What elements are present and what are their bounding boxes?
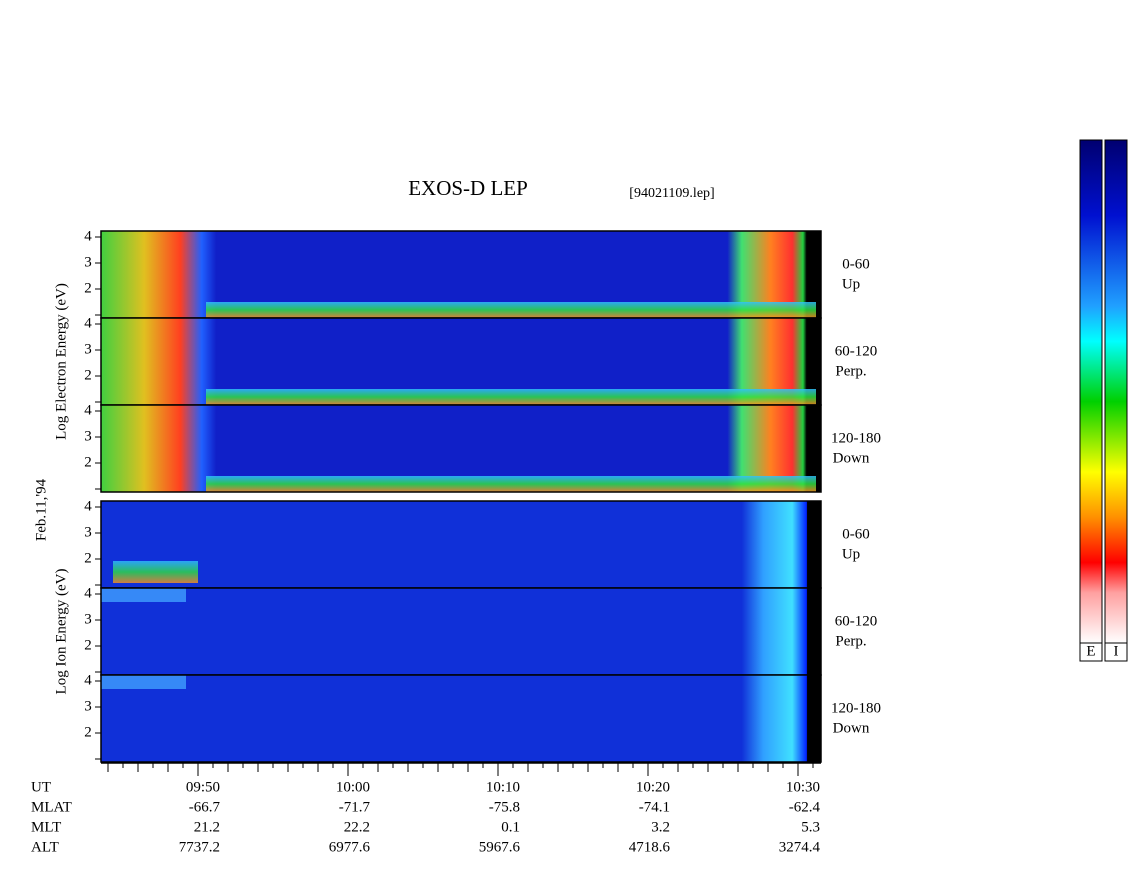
y-tick-label: 3: [84, 611, 92, 627]
row-value: -75.8: [489, 799, 520, 815]
colorbar-label: I: [1114, 643, 1119, 659]
y-tick-label: 3: [84, 698, 92, 714]
row-value: -71.7: [339, 799, 371, 815]
spectrogram-band: [206, 389, 816, 405]
y-tick-label: 3: [84, 341, 92, 357]
row-value: 10:30: [786, 779, 820, 795]
row-value: 22.2: [344, 819, 370, 835]
row-value: -66.7: [189, 799, 221, 815]
date: Feb.11,'94: [33, 478, 49, 541]
panel-range: 120-180: [831, 700, 881, 716]
row-value: 3274.4: [779, 839, 821, 855]
colorbar-label: E: [1086, 643, 1095, 659]
panel-direction: Down: [833, 720, 870, 736]
y-tick-label: 4: [84, 672, 92, 688]
colorbar-label-box: [1104, 642, 1128, 662]
axis-label: Log Ion Energy (eV): [53, 569, 69, 695]
y-tick-label: 2: [84, 280, 92, 296]
row-value: 3.2: [651, 819, 670, 835]
spectrogram: [101, 588, 821, 675]
row-value: -74.1: [639, 799, 670, 815]
spectrogram-band: [206, 302, 816, 318]
panel-direction: Up: [842, 276, 860, 292]
spectrogram-band: [101, 675, 186, 689]
row-label: ALT: [31, 839, 59, 855]
panel-range: 120-180: [831, 430, 881, 446]
y-tick-label: 2: [84, 724, 92, 740]
row-value: 7737.2: [179, 839, 220, 855]
colorbar-label-box: [1079, 642, 1103, 662]
spectrogram-band: [101, 588, 186, 602]
panel-direction: Perp.: [835, 633, 866, 649]
row-value: 10:20: [636, 779, 670, 795]
panel-direction: Perp.: [835, 363, 866, 379]
y-tick-label: 4: [84, 585, 92, 601]
row-value: 0.1: [501, 819, 520, 835]
panel-direction: Down: [833, 450, 870, 466]
y-tick-label: 2: [84, 637, 92, 653]
file-name: [94021109.lep]: [629, 186, 714, 201]
row-value: 6977.6: [329, 839, 371, 855]
spectrogram: [101, 675, 821, 762]
y-tick-label: 2: [84, 550, 92, 566]
panel-range: 60-120: [835, 613, 878, 629]
row-value: 5.3: [801, 819, 820, 835]
y-tick-label: 3: [84, 428, 92, 444]
panel-frame: [100, 404, 822, 493]
row-value: -62.4: [789, 799, 821, 815]
y-tick-label: 3: [84, 524, 92, 540]
row-value: 5967.6: [479, 839, 521, 855]
panel-range: 60-120: [835, 343, 878, 359]
spectrogram: [101, 501, 821, 588]
colorbar-e: [1079, 139, 1103, 644]
title: EXOS-D LEP: [408, 176, 528, 200]
row-value: 21.2: [194, 819, 220, 835]
axis-label: Log Electron Energy (eV): [53, 283, 69, 440]
panel-range: 0-60: [842, 256, 870, 272]
row-value: 10:10: [486, 779, 520, 795]
y-tick-label: 4: [84, 402, 92, 418]
row-value: 4718.6: [629, 839, 671, 855]
row-value: 09:50: [186, 779, 220, 795]
panel-direction: Up: [842, 546, 860, 562]
y-tick-label: 2: [84, 367, 92, 383]
spectrogram-band: [206, 476, 816, 492]
y-tick-label: 4: [84, 315, 92, 331]
panel-range: 0-60: [842, 526, 870, 542]
y-tick-label: 2: [84, 454, 92, 470]
row-label: UT: [31, 779, 51, 795]
row-value: 10:00: [336, 779, 370, 795]
y-tick-label: 4: [84, 228, 92, 244]
spectrogram-band: [113, 561, 198, 583]
panel-frame: [100, 674, 822, 763]
colorbar-i: [1104, 139, 1128, 644]
row-label: MLAT: [31, 799, 72, 815]
row-label: MLT: [31, 819, 61, 835]
y-tick-label: 4: [84, 498, 92, 514]
y-tick-label: 3: [84, 254, 92, 270]
